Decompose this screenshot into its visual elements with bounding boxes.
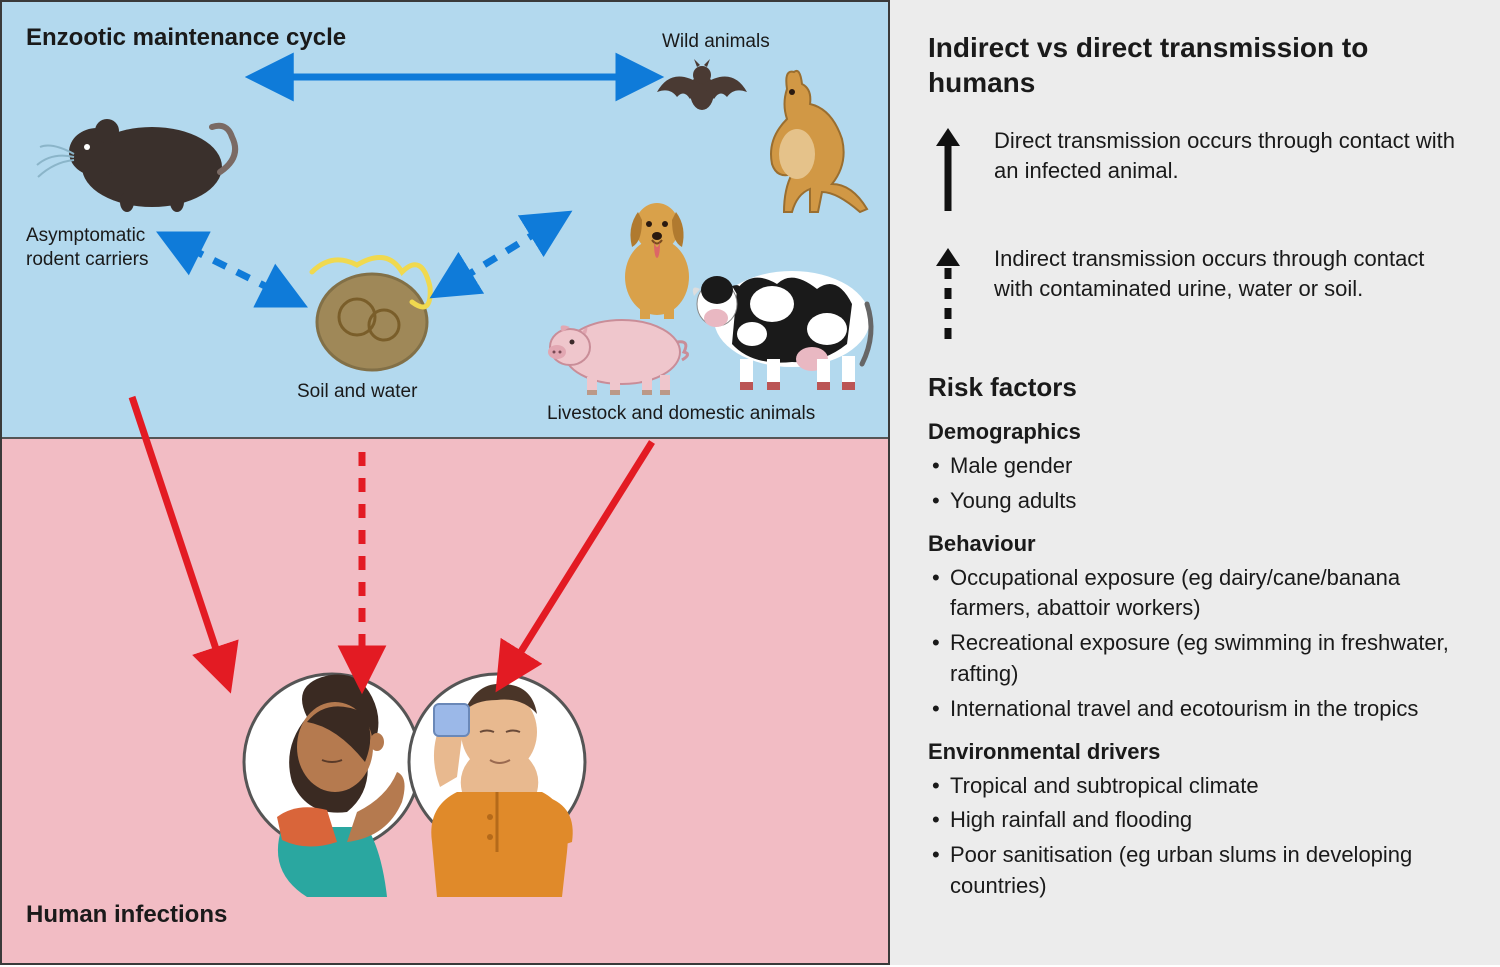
human-title: Human infections xyxy=(26,901,227,929)
livestock-label: Livestock and domestic animals xyxy=(547,402,815,426)
risk-section-list: Male gender Young adults xyxy=(928,451,1466,517)
soil-water-icon xyxy=(302,247,437,382)
zone-divider xyxy=(2,437,888,439)
risk-item: Occupational exposure (eg dairy/cane/ban… xyxy=(928,563,1466,625)
legend-direct-text: Direct transmission occurs through conta… xyxy=(994,126,1466,185)
risk-section-list: Tropical and subtropical climateHigh rai… xyxy=(928,771,1466,902)
risk-section-heading: Demographics xyxy=(928,419,1466,445)
soil-label: Soil and water xyxy=(297,380,417,404)
risk-section-heading: Environmental drivers xyxy=(928,739,1466,765)
risk-item: Young adults xyxy=(928,486,1466,517)
info-panel: Indirect vs direct transmission to human… xyxy=(890,0,1500,965)
risk-section-list: Occupational exposure (eg dairy/cane/ban… xyxy=(928,563,1466,725)
risk-item: Male gender xyxy=(928,451,1466,482)
pig-icon xyxy=(542,302,692,402)
rodent-label: Asymptomatic rodent carriers xyxy=(26,224,149,272)
risk-item: High rainfall and flooding xyxy=(928,805,1466,836)
legend-direct: Direct transmission occurs through conta… xyxy=(928,126,1466,216)
human-female-icon xyxy=(237,642,422,907)
info-title: Indirect vs direct transmission to human… xyxy=(928,30,1466,100)
risk-item: Tropical and subtropical climate xyxy=(928,771,1466,802)
dashed-arrow-icon xyxy=(928,244,968,344)
legend-indirect-text: Indirect transmission occurs through con… xyxy=(994,244,1466,303)
risk-item: International travel and ecotourism in t… xyxy=(928,694,1466,725)
diagram-panel: Enzootic maintenance cycle Human infecti… xyxy=(0,0,890,965)
enzootic-title: Enzootic maintenance cycle xyxy=(26,24,346,52)
risk-sections: Demographics Male gender Young adults Behav… xyxy=(928,419,1466,902)
legend-indirect: Indirect transmission occurs through con… xyxy=(928,244,1466,344)
wild-animals-label: Wild animals xyxy=(662,30,770,54)
cow-icon xyxy=(682,234,882,399)
human-male-icon xyxy=(402,642,602,907)
rodent-icon xyxy=(32,97,242,222)
risk-section-heading: Behaviour xyxy=(928,531,1466,557)
bat-icon xyxy=(652,57,752,122)
risk-item: Poor sanitisation (eg urban slums in dev… xyxy=(928,840,1466,902)
risk-factors-heading: Risk factors xyxy=(928,372,1466,403)
kangaroo-icon xyxy=(742,64,872,219)
solid-arrow-icon xyxy=(928,126,968,216)
risk-item: Recreational exposure (eg swimming in fr… xyxy=(928,628,1466,690)
